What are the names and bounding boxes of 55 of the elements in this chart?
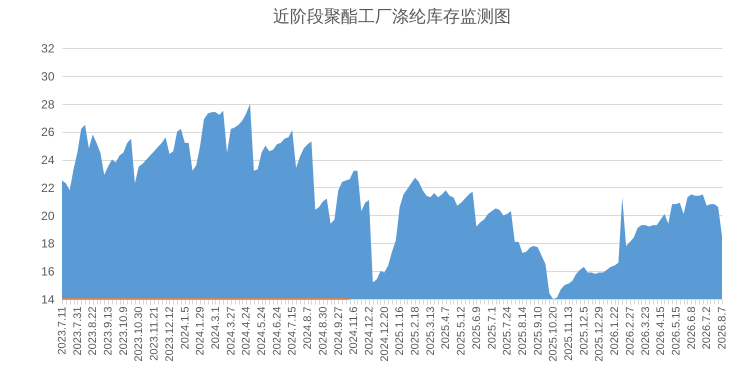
y-tick-label: 24 bbox=[41, 153, 55, 168]
y-tick-label: 16 bbox=[41, 264, 55, 279]
x-tick-label: 2026.2.27 bbox=[624, 306, 636, 356]
x-tick-label: 2026.4.15 bbox=[655, 306, 668, 356]
x-tick-label: 2025.6.9 bbox=[470, 306, 483, 350]
x-tick-label: 2024.8.30 bbox=[317, 306, 330, 356]
x-tick-label: 2024.1.29 bbox=[194, 306, 207, 356]
x-tick-label: 2025.8.14 bbox=[516, 306, 529, 356]
x-tick-label: 2023.12.12 bbox=[164, 306, 176, 362]
x-tick-label: 2025.12.5 bbox=[578, 306, 590, 356]
x-tick-label: 2024.8.7 bbox=[302, 306, 314, 350]
y-tick-label: 22 bbox=[41, 180, 55, 195]
x-tick-label: 2025.7.1 bbox=[486, 306, 498, 350]
x-tick-label: 2025.3.13 bbox=[424, 306, 437, 356]
x-tick-label: 2025.5.12 bbox=[456, 306, 468, 356]
y-tick-label: 30 bbox=[41, 69, 55, 84]
x-tick-label: 2025.2.18 bbox=[410, 306, 422, 356]
x-tick-label: 2024.7.15 bbox=[286, 306, 299, 356]
x-tick-label: 2024.6.24 bbox=[271, 306, 284, 356]
x-tick-label: 2025.7.24 bbox=[502, 306, 514, 356]
x-tick-label: 2025.12.29 bbox=[594, 306, 606, 362]
x-tick-label: 2024.4.24 bbox=[240, 306, 253, 356]
x-tick-label: 2026.5.15 bbox=[670, 306, 682, 356]
x-tick-label: 2024.12.2 bbox=[363, 306, 376, 356]
x-tick-label: 2023.10.30 bbox=[133, 306, 146, 362]
x-tick-label: 2026.3.23 bbox=[640, 306, 652, 356]
x-tick-label: 2025.10.20 bbox=[548, 306, 560, 362]
x-tick-label: 2024.3.27 bbox=[225, 306, 238, 356]
x-tick-label: 2025.4.7 bbox=[440, 306, 452, 350]
x-tick-label: 2026.7.2 bbox=[701, 306, 714, 350]
x-tick-label: 2024.12.20 bbox=[378, 306, 391, 362]
x-tick-label: 2023.10.9 bbox=[118, 306, 130, 356]
x-tick-label: 2023.9.13 bbox=[102, 306, 115, 356]
x-tick-label: 2024.1.5 bbox=[179, 306, 192, 350]
y-tick-label: 14 bbox=[41, 292, 55, 306]
x-tick-label: 2024.9.27 bbox=[332, 306, 345, 356]
x-tick-label: 2023.8.22 bbox=[87, 306, 100, 356]
x-tick-label: 2023.7.11 bbox=[56, 306, 68, 355]
y-tick-label: 20 bbox=[41, 208, 55, 223]
x-tick-label: 2023.7.31 bbox=[72, 306, 84, 356]
y-tick-label: 26 bbox=[41, 125, 55, 140]
x-tick-label: 2025.9.10 bbox=[532, 306, 544, 356]
x-tick-label: 2026.8.7 bbox=[716, 306, 728, 350]
y-tick-label: 28 bbox=[41, 97, 55, 112]
y-tick-label: 32 bbox=[41, 42, 55, 56]
x-tick-label: 2023.11.21 bbox=[148, 306, 161, 361]
x-tick-label: 2024.5.24 bbox=[256, 306, 268, 356]
x-tick-label: 2025.1.16 bbox=[394, 306, 406, 356]
x-tick-label: 2026.6.8 bbox=[686, 306, 698, 350]
x-tick-label: 2024.11.6 bbox=[348, 306, 360, 355]
chart-title: 近阶段聚酯工厂涤纶库存监测图 bbox=[273, 7, 511, 27]
x-tick-label: 2024.3.1 bbox=[210, 306, 222, 350]
y-tick-label: 18 bbox=[41, 236, 55, 251]
x-tick-label: 2026.1.22 bbox=[609, 306, 622, 356]
x-tick-label: 2025.11.13 bbox=[563, 306, 576, 361]
